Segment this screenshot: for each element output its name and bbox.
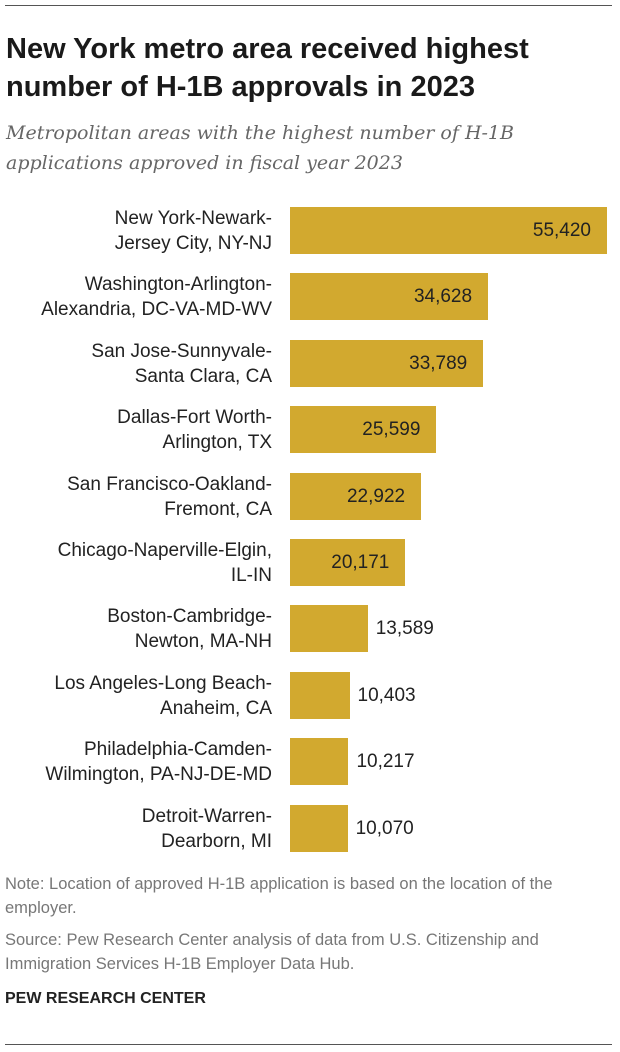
- bar: [290, 406, 437, 454]
- bar: [290, 738, 349, 786]
- bar: [290, 339, 484, 387]
- top-rule: [5, 5, 612, 6]
- category-label: San Jose-Sunnyvale- Santa Clara, CA: [91, 340, 272, 387]
- category-label: Chicago-Naperville-Elgin, IL-IN: [57, 540, 272, 586]
- value-label: 33,789: [409, 352, 468, 374]
- category-label: Los Angeles-Long Beach- Anaheim, CA: [54, 672, 272, 719]
- value-label: 55,420: [532, 220, 591, 241]
- bar: [290, 539, 406, 586]
- bar: [290, 605, 368, 653]
- category-label: Washington-Arlington- Alexandria, DC-VA-…: [41, 274, 272, 321]
- value-label: 34,628: [413, 286, 473, 308]
- value-label: 10,070: [355, 817, 414, 839]
- chart-title: New York metro area received highest num…: [6, 33, 529, 103]
- brand: PEW RESEARCH CENTER: [5, 990, 206, 1007]
- chart-subtitle: Metropolitan areas with the highest numb…: [6, 122, 514, 174]
- category-label: Detroit-Warren- Dearborn, MI: [141, 805, 272, 852]
- category-label: Philadelphia-Camden- Wilmington, PA-NJ-D…: [45, 739, 272, 786]
- category-label: Boston-Cambridge- Newton, MA-NH: [107, 606, 272, 653]
- bar: [290, 671, 350, 719]
- note: Note: Location of approved H-1B applicat…: [5, 875, 553, 917]
- value-label: 22,922: [346, 485, 406, 507]
- value-label: 20,171: [331, 552, 390, 573]
- bar: [290, 804, 348, 852]
- bar: [290, 207, 607, 254]
- source: Source: Pew Research Center analysis of …: [5, 931, 539, 973]
- value-label: 10,217: [356, 751, 415, 773]
- bar: [290, 472, 422, 520]
- value-label: 25,599: [362, 419, 421, 441]
- value-label: 10,403: [357, 684, 416, 706]
- value-label: 13,589: [375, 618, 434, 640]
- category-label: San Francisco-Oakland- Fremont, CA: [67, 473, 272, 520]
- category-label: Dallas-Fort Worth- Arlington, TX: [117, 407, 272, 454]
- bar: [290, 273, 489, 321]
- category-label: New York-Newark- Jersey City, NY-NJ: [114, 208, 272, 254]
- bottom-rule: [5, 1044, 612, 1045]
